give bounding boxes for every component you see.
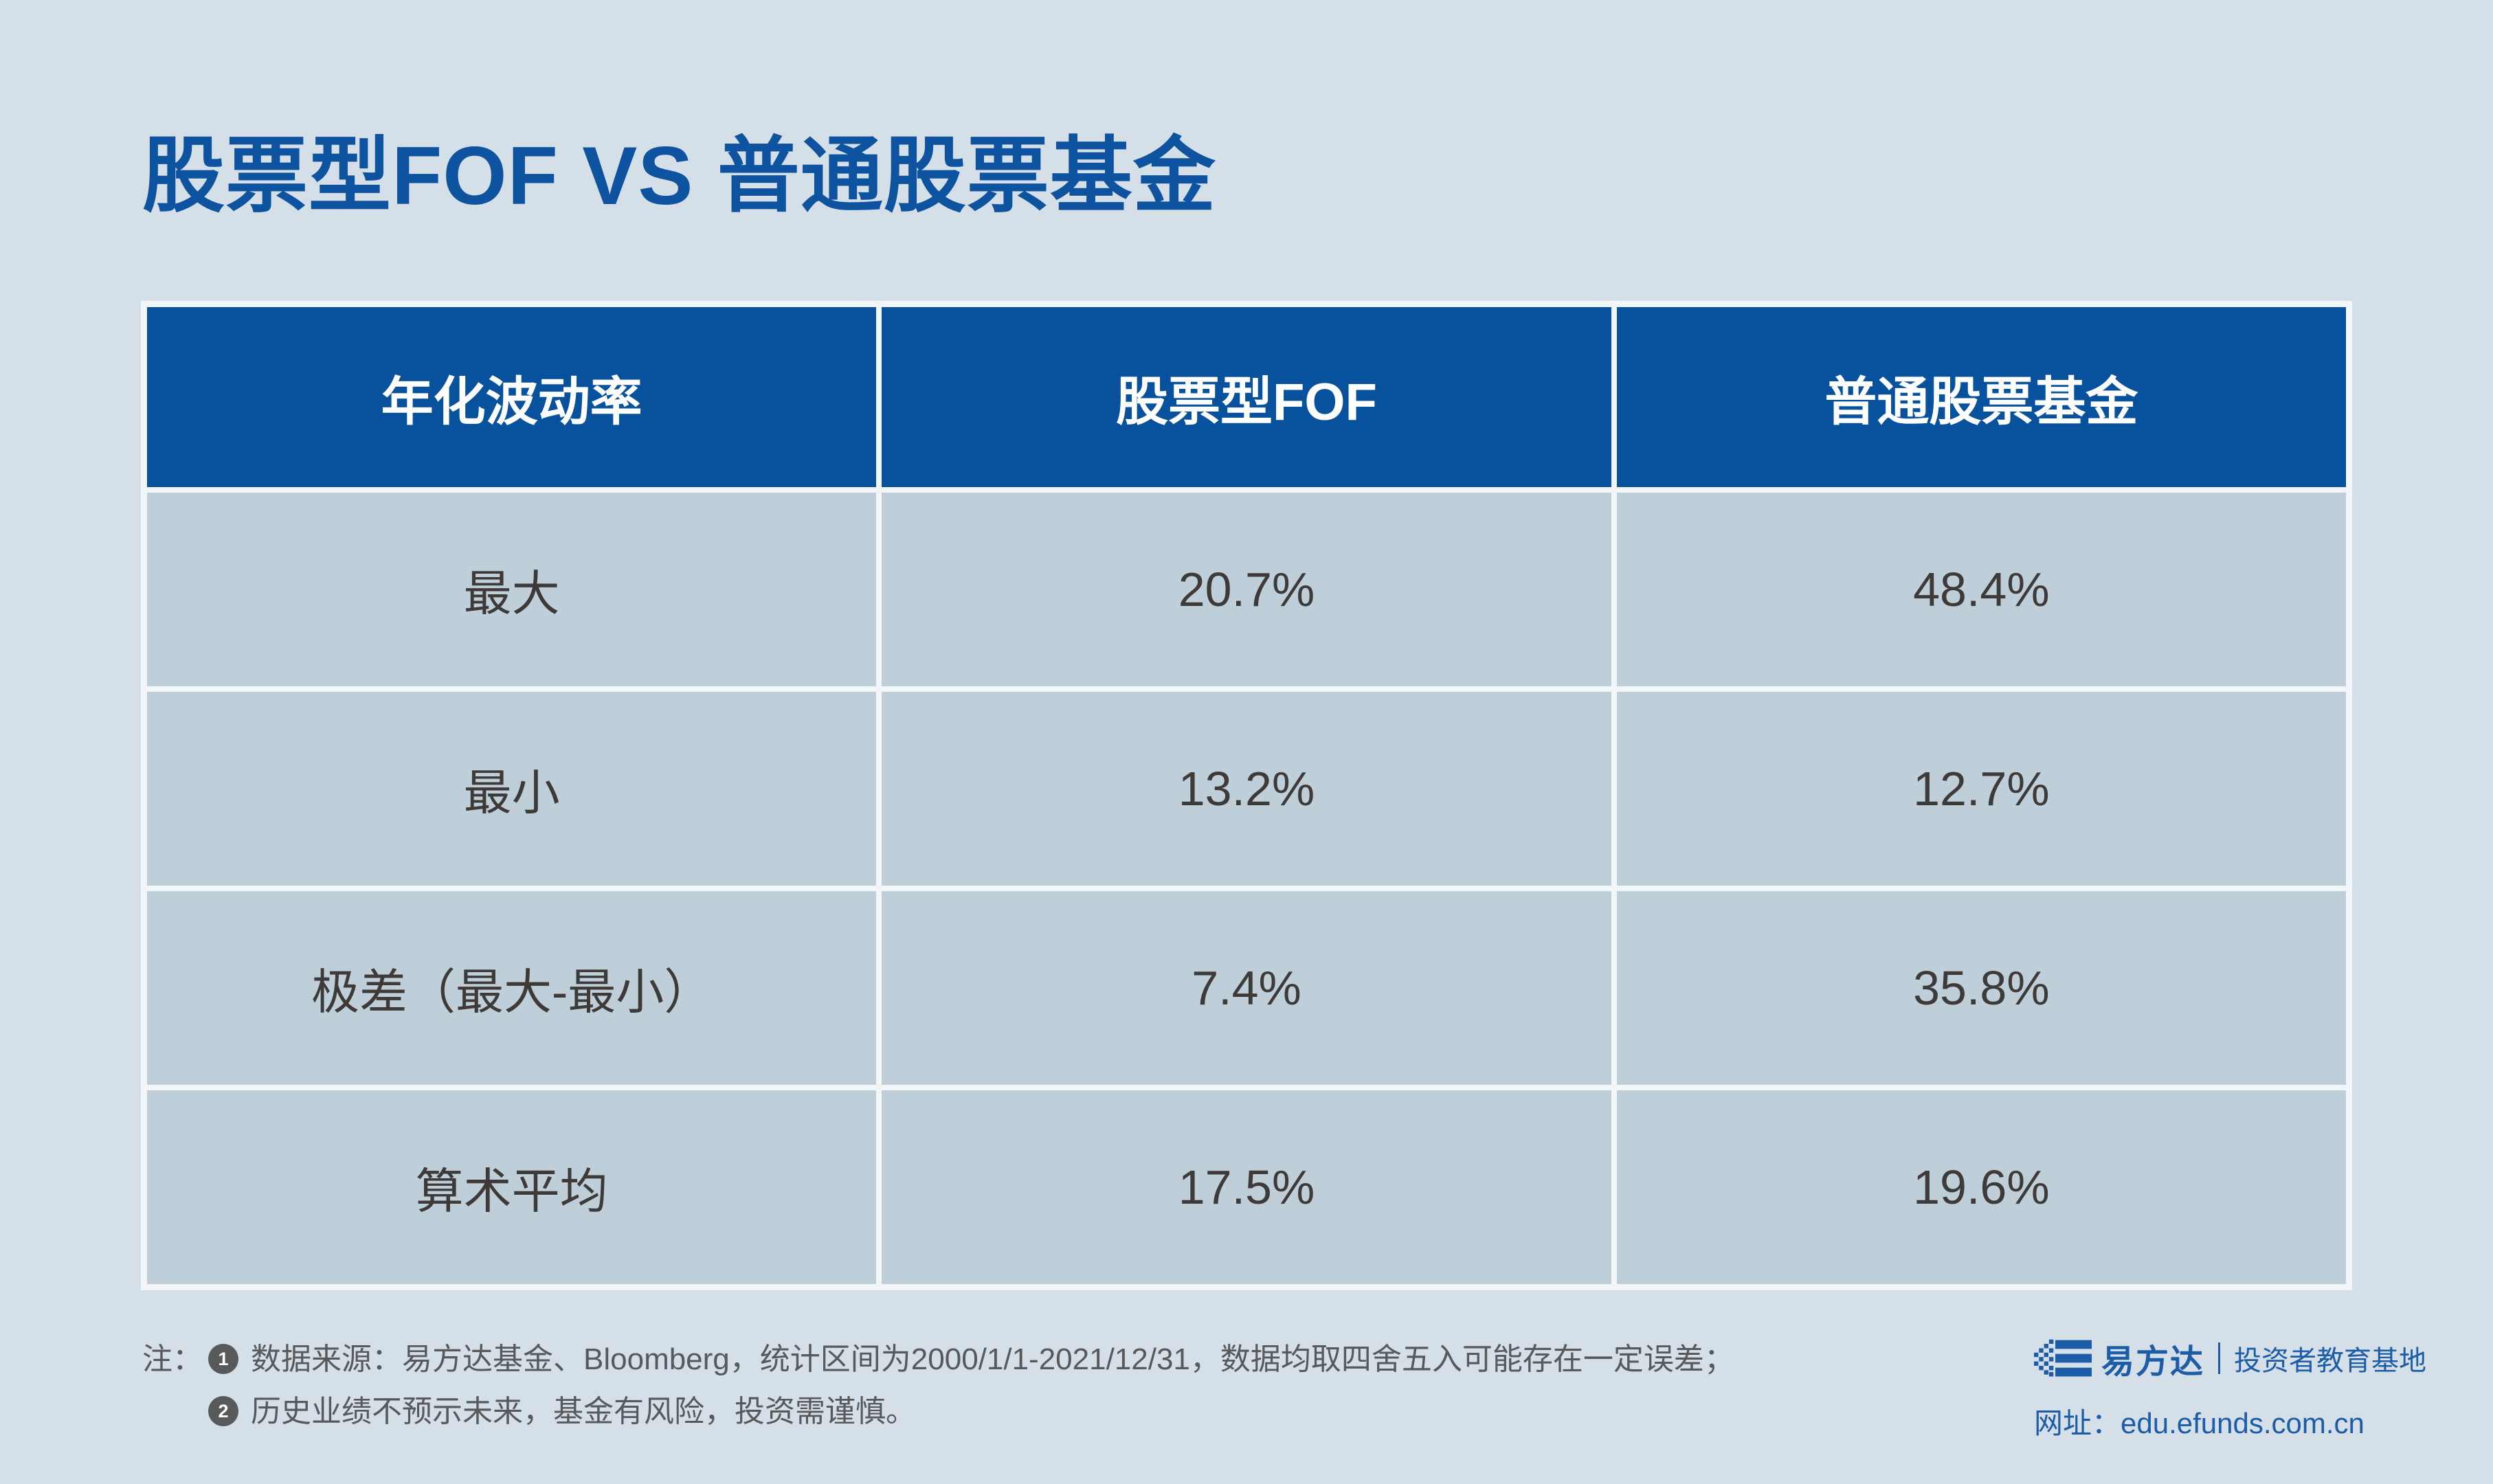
column-header-ordinary-fund: 普通股票基金 bbox=[1616, 307, 2346, 487]
footnote-1: 注： 1 数据来源：易方达基金、Bloomberg，统计区间为2000/1/1-… bbox=[142, 1337, 1734, 1382]
value-mean-ordinary: 19.6% bbox=[1616, 1090, 2346, 1284]
footnote-2: 2 历史业绩不预示未来，基金有风险，投资需谨慎。 bbox=[142, 1389, 1734, 1435]
row-label-range: 极差（最大-最小） bbox=[147, 891, 877, 1085]
note-1-number: 1 bbox=[218, 1348, 229, 1369]
row-label-mean: 算术平均 bbox=[147, 1090, 877, 1284]
note-2-bullet-icon: 2 bbox=[208, 1396, 238, 1426]
brand-name: 易方达 bbox=[2101, 1344, 2205, 1380]
row-label-min: 最小 bbox=[147, 692, 877, 886]
value-range-fof: 7.4% bbox=[882, 891, 1611, 1085]
brand-separator bbox=[2218, 1342, 2221, 1374]
value-min-ordinary: 12.7% bbox=[1616, 692, 2346, 886]
value-mean-fof: 17.5% bbox=[882, 1090, 1611, 1284]
brand-subtitle: 投资者教育基地 bbox=[2234, 1346, 2427, 1376]
note-1-bullet-icon: 1 bbox=[208, 1344, 238, 1374]
column-header-stock-fof: 股票型FOF bbox=[882, 307, 1611, 487]
page-title: 股票型FOF VS 普通股票基金 bbox=[142, 130, 1216, 222]
value-min-fof: 13.2% bbox=[882, 692, 1611, 886]
footnotes: 注： 1 数据来源：易方达基金、Bloomberg，统计区间为2000/1/1-… bbox=[142, 1337, 1734, 1441]
row-label-max: 最大 bbox=[147, 493, 877, 686]
brand-url: 网址：edu.efunds.com.cn bbox=[2034, 1407, 2365, 1439]
efunds-logo-icon bbox=[2034, 1339, 2092, 1378]
brand-lockup: 易方达 投资者教育基地 bbox=[2034, 1334, 2426, 1382]
value-max-fof: 20.7% bbox=[882, 493, 1611, 686]
note-2-number: 2 bbox=[218, 1400, 229, 1421]
column-header-metric: 年化波动率 bbox=[147, 307, 877, 487]
footnote-1-text: 数据来源：易方达基金、Bloomberg，统计区间为2000/1/1-2021/… bbox=[251, 1342, 1734, 1376]
footnote-2-text: 历史业绩不预示未来，基金有风险，投资需谨慎。 bbox=[251, 1395, 916, 1428]
brand-footer: 易方达 投资者教育基地 网址：edu.efunds.com.cn bbox=[2034, 1334, 2426, 1442]
footnote-prefix: 注： bbox=[142, 1342, 203, 1376]
value-max-ordinary: 48.4% bbox=[1616, 493, 2346, 686]
volatility-comparison-table: 年化波动率 股票型FOF 普通股票基金 最大 20.7% 48.4% 最小 13… bbox=[141, 301, 2352, 1290]
value-range-ordinary: 35.8% bbox=[1616, 891, 2346, 1085]
